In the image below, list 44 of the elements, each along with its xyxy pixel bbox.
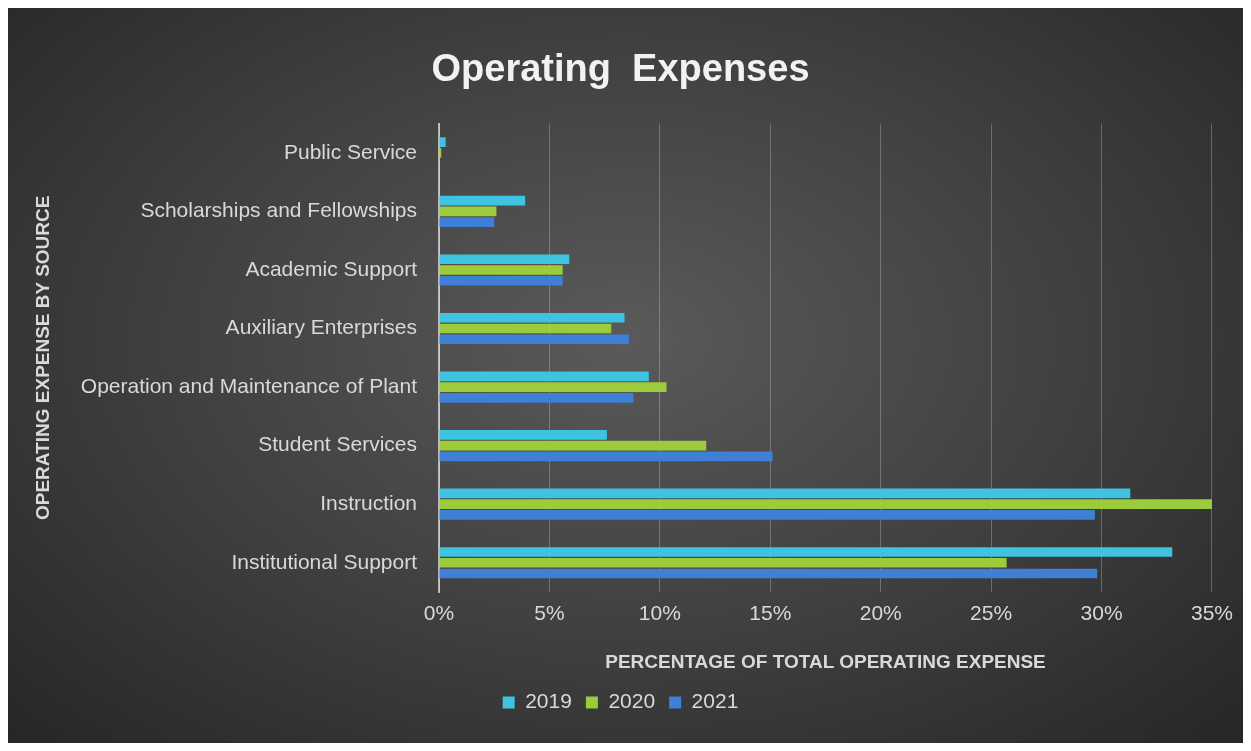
bar [439,254,570,265]
bar [439,275,563,286]
bar [439,265,563,275]
bar [439,217,495,227]
y-axis-title: OPERATING EXPENSE BY SOURCE [31,195,53,521]
x-tick-label: 20% [859,601,902,625]
bar [439,382,667,392]
x-tick-label: 0% [423,601,455,625]
x-axis-title: PERCENTAGE OF TOTAL OPERATING EXPENSE [605,650,1046,672]
x-tick-label: 15% [749,601,792,625]
bar [439,323,612,334]
chart-title: Operating Expenses [431,47,810,90]
y-tick-label: Scholarships and Fellowships [140,198,418,222]
bar [439,312,625,323]
bar [439,206,497,217]
x-tick-label: 5% [534,601,565,625]
y-tick-label: Instruction [320,490,418,514]
bar [439,334,629,345]
legend-label: 2021 [691,689,739,713]
y-tick-label: Operation and Maintenance of Plant [80,373,418,397]
x-tick-label: 10% [638,601,681,625]
bar [439,451,773,462]
y-tick-label: Public Service [283,139,418,163]
y-tick-label: Auxiliary Enterprises [225,315,418,339]
y-tick-label: Institutional Support [231,549,418,573]
y-tick-label: Student Services [258,432,418,456]
bar [439,195,526,206]
x-tick-label: 30% [1080,601,1123,625]
bar [439,440,707,451]
x-tick-label: 35% [1190,601,1233,625]
legend-label: 2020 [608,689,656,713]
bar [439,499,1212,510]
y-tick-label: Academic Support [245,256,418,280]
legend-label: 2019 [525,689,572,713]
bar [439,392,634,403]
bar [439,430,607,440]
bar [439,547,1173,557]
bar [439,510,1095,520]
bar [439,137,446,147]
bar [439,371,649,382]
bar [439,568,1098,579]
bar [439,488,1131,499]
x-tick-label: 25% [970,601,1013,625]
bar [439,557,1007,568]
